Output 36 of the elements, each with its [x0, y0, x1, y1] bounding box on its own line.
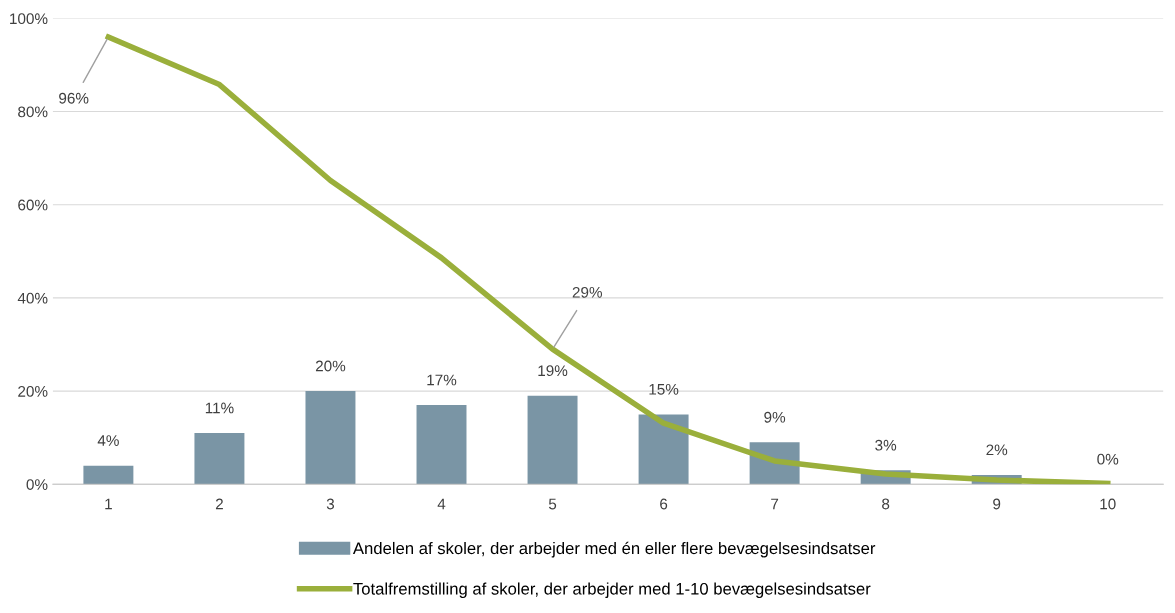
x-tick-label: 3: [326, 498, 335, 510]
x-tick-label: 10: [1100, 498, 1116, 510]
data-label: 15%: [649, 383, 679, 395]
y-tick-label: 40%: [17, 292, 48, 304]
data-label: 3%: [875, 439, 897, 451]
data-label: 4%: [97, 435, 119, 446]
y-tick-label: 60%: [18, 199, 48, 211]
y-tick-label: 20%: [18, 385, 48, 397]
x-tick-label: 6: [660, 498, 668, 510]
data-label: 19%: [538, 365, 568, 377]
bar: [194, 433, 245, 485]
data-label: 29%: [572, 286, 603, 298]
data-label: 20%: [315, 360, 346, 372]
x-tick-label: 8: [882, 498, 890, 510]
y-tick-label: 0%: [26, 479, 48, 490]
data-label: 0%: [1097, 453, 1119, 465]
legend-label: Andelen af skoler, der arbejder med én eller flere bevægelsesindsatser: [352, 541, 876, 558]
x-tick-label: 9: [993, 498, 1001, 510]
bar: [305, 391, 356, 485]
legend-label: Totalfremstilling af skoler, der arbejder med 1-10 bevægelsesindsatser: [353, 582, 871, 598]
bar: [527, 395, 578, 485]
y-tick-label: 100%: [10, 13, 48, 25]
data-label: 2%: [986, 444, 1008, 456]
bar: [638, 414, 689, 485]
y-tick-label: 80%: [18, 106, 48, 118]
x-tick-label: 4: [437, 498, 446, 510]
bar: [416, 405, 467, 485]
data-label: 17%: [427, 374, 457, 386]
x-tick-label: 2: [215, 498, 223, 510]
data-label: 9%: [764, 411, 786, 423]
bar: [83, 465, 134, 485]
x-tick-label: 5: [548, 498, 557, 510]
data-label: 96%: [59, 92, 89, 104]
x-tick-label: 7: [771, 498, 779, 510]
x-tick-label: 1: [105, 498, 112, 510]
data-label: 11%: [205, 402, 234, 414]
